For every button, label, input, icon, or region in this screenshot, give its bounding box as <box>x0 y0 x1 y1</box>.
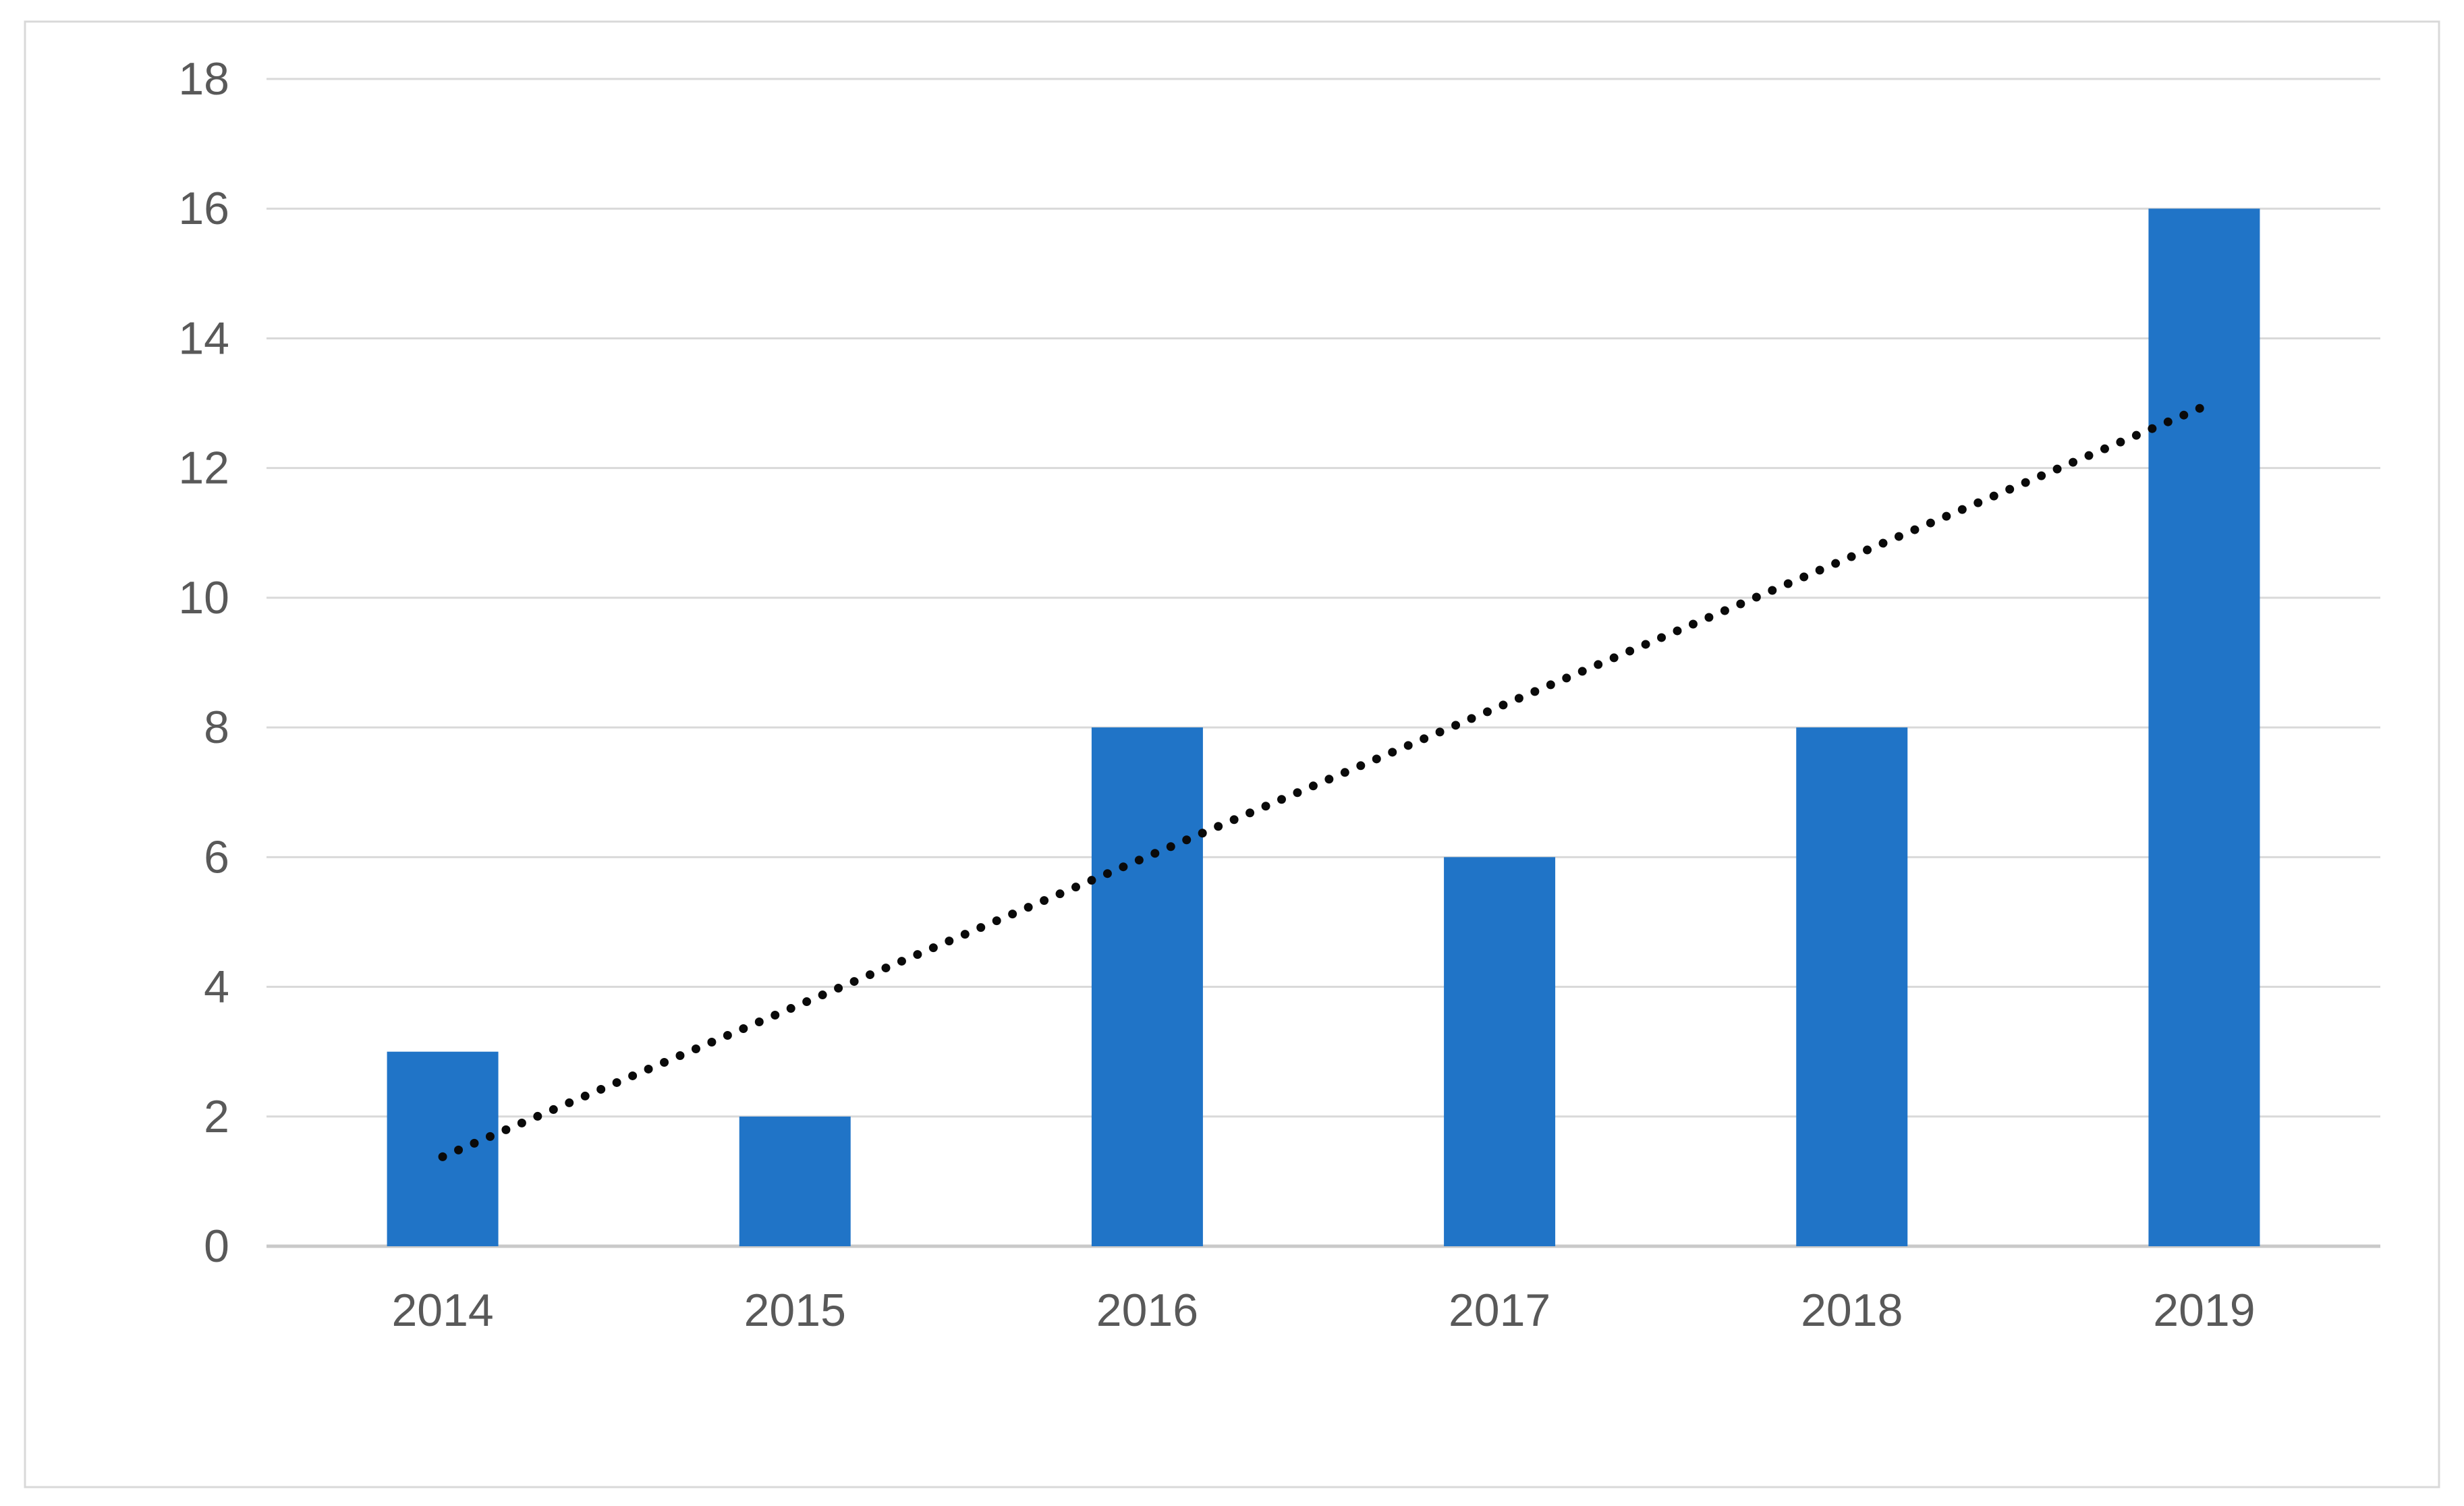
y-axis-tick-label: 8 <box>204 702 229 753</box>
bar-2019 <box>2148 208 2260 1247</box>
bar-2016 <box>1091 727 1203 1246</box>
y-axis-tick-label: 6 <box>204 831 229 883</box>
bar-2014 <box>387 1051 499 1246</box>
x-axis-tick-label: 2017 <box>1449 1285 1550 1336</box>
x-axis-tick-label: 2014 <box>391 1285 493 1336</box>
y-axis-tick-label: 18 <box>178 53 229 105</box>
y-axis-tick-label: 4 <box>204 961 229 1013</box>
bar-2018 <box>1796 727 1908 1246</box>
y-axis-tick-label: 10 <box>178 572 229 623</box>
y-axis-tick-label: 0 <box>204 1221 229 1272</box>
y-axis-tick-label: 16 <box>178 183 229 234</box>
bar-2017 <box>1444 857 1556 1246</box>
bar-2015 <box>739 1116 851 1246</box>
y-axis-tick-label: 14 <box>178 312 229 364</box>
y-axis-tick-label: 2 <box>204 1091 229 1142</box>
x-axis-tick-label: 2019 <box>2153 1285 2255 1336</box>
x-axis-tick-label: 2018 <box>1801 1285 1903 1336</box>
y-axis-tick-label: 12 <box>178 443 229 494</box>
chart-frame-border <box>24 20 2440 1488</box>
x-axis-tick-label: 2015 <box>744 1285 846 1336</box>
x-axis-tick-label: 2016 <box>1096 1285 1198 1336</box>
